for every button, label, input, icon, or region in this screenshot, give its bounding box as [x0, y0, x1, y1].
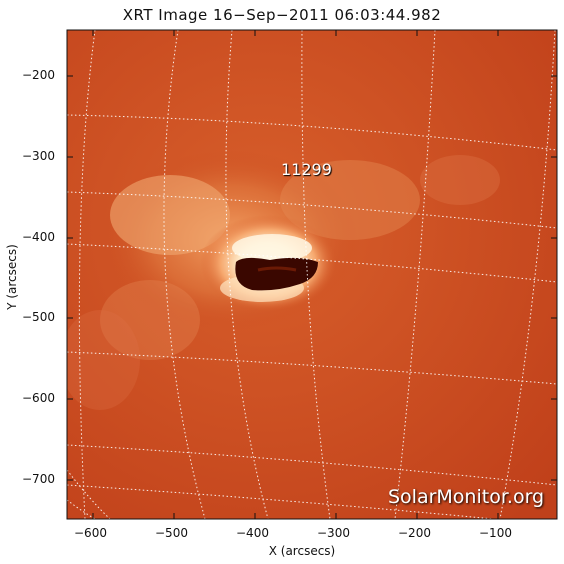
dark-kernel: [235, 257, 318, 291]
y-tick-label: −600: [22, 391, 55, 405]
x-tick-label: −200: [398, 526, 431, 540]
y-tick-label: −700: [22, 472, 55, 486]
x-tick-label: −600: [74, 526, 107, 540]
x-tick-label: −100: [479, 526, 512, 540]
plot-frame: [66, 29, 558, 520]
heliographic-grid: [67, 30, 557, 519]
y-tick-label: −400: [22, 230, 55, 244]
watermark: SolarMonitor.org: [388, 486, 545, 508]
x-tick-label: −400: [236, 526, 269, 540]
y-axis-label: Y (arcsecs): [5, 244, 19, 310]
active-region-label: 11299: [281, 160, 332, 179]
x-axis-ticks: [92, 30, 499, 519]
x-tick-label: −300: [317, 526, 350, 540]
y-axis-ticks: [67, 75, 557, 481]
y-tick-label: −500: [22, 310, 55, 324]
y-tick-label: −300: [22, 149, 55, 163]
y-tick-label: −200: [22, 68, 55, 82]
x-tick-label: −500: [155, 526, 188, 540]
image-title: XRT Image 16−Sep−2011 06:03:44.982: [122, 6, 442, 24]
x-axis-label: X (arcsecs): [268, 544, 336, 558]
